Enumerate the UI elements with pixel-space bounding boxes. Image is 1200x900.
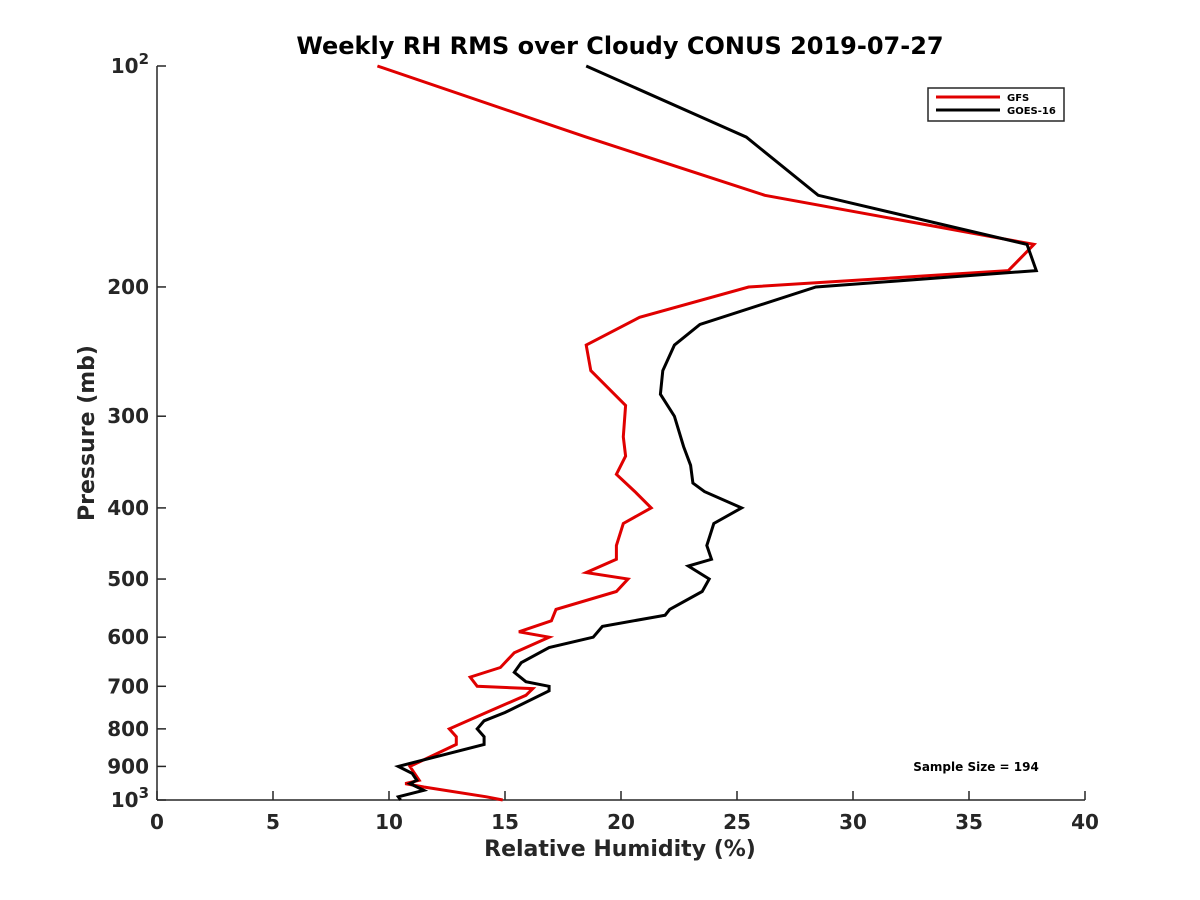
y-tick-label: 102 — [111, 50, 149, 78]
tick-labels: 0 5 10 15 20 25 30 35 40 102 200 300 400 500 600 700 800… — [107, 50, 1099, 834]
x-tick-label: 25 — [723, 810, 751, 834]
y-tick-label: 200 — [107, 275, 149, 299]
x-tick-label: 0 — [150, 810, 164, 834]
x-tick-label: 35 — [955, 810, 983, 834]
y-axis-label: Pressure (mb) — [75, 345, 100, 521]
chart-title: Weekly RH RMS over Cloudy CONUS 2019-07-… — [296, 32, 943, 60]
series-layer — [376, 64, 1039, 802]
y-tick-label: 400 — [107, 496, 149, 520]
x-tick-label: 5 — [266, 810, 280, 834]
sample-size-annotation: Sample Size = 194 — [913, 760, 1039, 774]
x-tick-label: 40 — [1071, 810, 1099, 834]
x-tick-label: 30 — [839, 810, 867, 834]
x-axis-label: Relative Humidity (%) — [484, 837, 756, 862]
y-tick-label: 600 — [107, 625, 149, 649]
series-line-goes16 — [394, 64, 1039, 801]
y-tick-label: 103 — [111, 784, 149, 812]
legend-box — [927, 87, 1065, 122]
y-tick-label: 700 — [107, 674, 149, 698]
series-line-gfs — [376, 64, 1038, 802]
y-tick-label: 900 — [107, 754, 149, 778]
legend-label-gfs: GFS — [1007, 93, 1029, 104]
axes — [156, 65, 1086, 801]
legend-label-goes16: GOES-16 — [1007, 106, 1056, 117]
legend: GFS GOES-16 — [927, 87, 1065, 122]
x-tick-label: 20 — [607, 810, 635, 834]
y-tick-label: 300 — [107, 404, 149, 428]
x-tick-label: 10 — [375, 810, 403, 834]
y-tick-label: 500 — [107, 567, 149, 591]
y-tick-label: 800 — [107, 717, 149, 741]
x-tick-label: 15 — [491, 810, 519, 834]
